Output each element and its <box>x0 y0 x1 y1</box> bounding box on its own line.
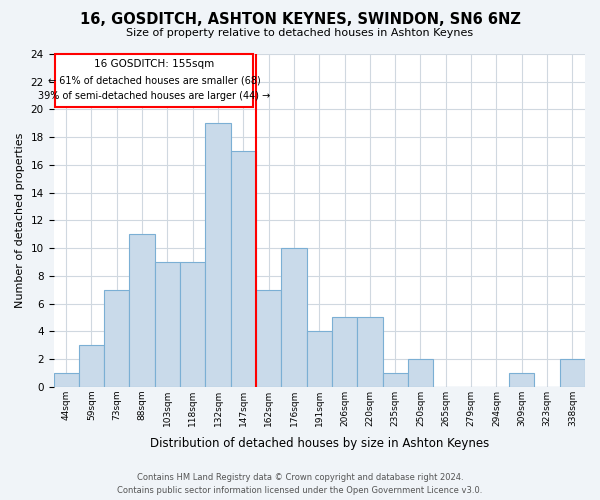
Bar <box>155 262 180 386</box>
Bar <box>79 345 104 387</box>
Bar <box>307 332 332 386</box>
Bar <box>560 359 585 386</box>
Text: Size of property relative to detached houses in Ashton Keynes: Size of property relative to detached ho… <box>127 28 473 38</box>
Bar <box>130 234 155 386</box>
Y-axis label: Number of detached properties: Number of detached properties <box>15 132 25 308</box>
Text: ← 61% of detached houses are smaller (68): ← 61% of detached houses are smaller (68… <box>48 76 260 86</box>
Text: 16 GOSDITCH: 155sqm: 16 GOSDITCH: 155sqm <box>94 58 214 68</box>
Bar <box>256 290 281 386</box>
X-axis label: Distribution of detached houses by size in Ashton Keynes: Distribution of detached houses by size … <box>149 437 489 450</box>
FancyBboxPatch shape <box>55 54 253 106</box>
Bar <box>53 373 79 386</box>
Bar <box>205 124 230 386</box>
Bar <box>383 373 408 386</box>
Text: 39% of semi-detached houses are larger (44) →: 39% of semi-detached houses are larger (… <box>38 90 270 101</box>
Bar <box>230 151 256 386</box>
Text: 16, GOSDITCH, ASHTON KEYNES, SWINDON, SN6 6NZ: 16, GOSDITCH, ASHTON KEYNES, SWINDON, SN… <box>80 12 520 28</box>
Bar <box>509 373 535 386</box>
Text: Contains HM Land Registry data © Crown copyright and database right 2024.
Contai: Contains HM Land Registry data © Crown c… <box>118 473 482 495</box>
Bar <box>180 262 205 386</box>
Bar <box>281 248 307 386</box>
Bar <box>104 290 130 386</box>
Bar <box>357 318 383 386</box>
Bar <box>332 318 357 386</box>
Bar <box>408 359 433 386</box>
